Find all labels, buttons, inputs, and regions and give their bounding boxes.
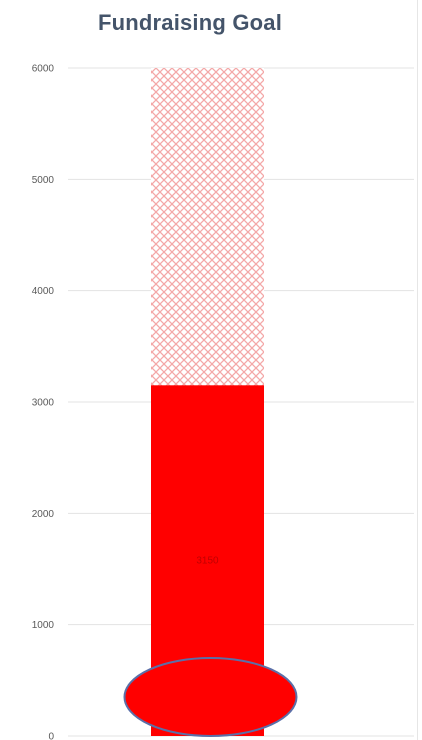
y-tick-label-1000: 1000 <box>32 620 55 631</box>
thermometer-bulb <box>123 657 298 737</box>
y-tick-label-3000: 3000 <box>32 398 55 409</box>
y-tick-label-2000: 2000 <box>32 509 55 520</box>
y-tick-label-5000: 5000 <box>32 175 55 186</box>
y-tick-label-4000: 4000 <box>32 286 55 297</box>
y-axis-tick-labels: 0 1000 2000 3000 4000 5000 6000 <box>32 64 55 740</box>
chart-title: Fundraising Goal <box>97 10 283 35</box>
y-tick-label-6000: 6000 <box>32 64 55 75</box>
y-tick-label-0: 0 <box>48 732 54 740</box>
raised-data-label: 3150 <box>196 556 219 567</box>
